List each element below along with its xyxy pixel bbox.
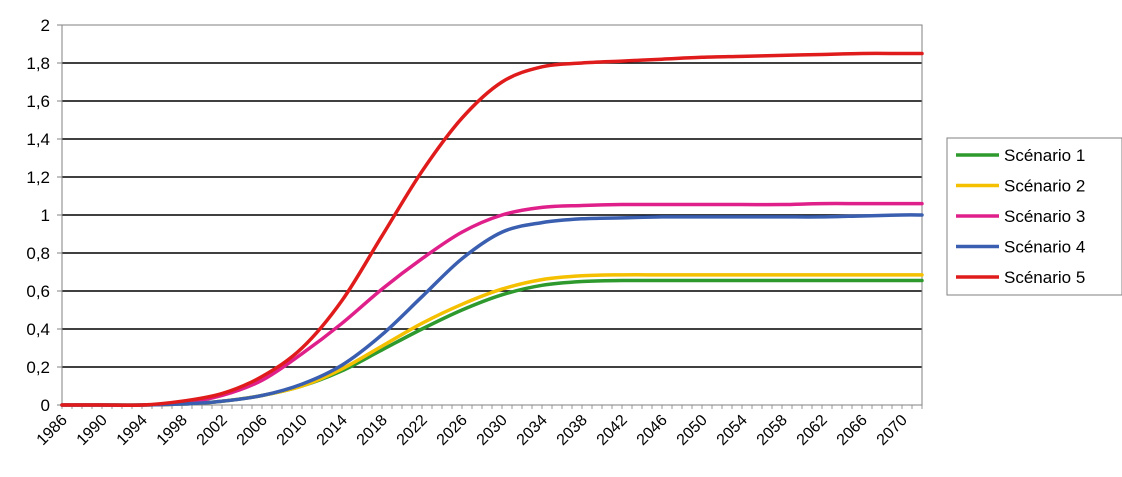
legend-label: Scénario 4 bbox=[1004, 238, 1085, 257]
series-line-3 bbox=[60, 201, 924, 407]
x-tick-label: 1986 bbox=[34, 412, 71, 449]
series-line-5 bbox=[60, 51, 924, 408]
y-tick-label: 0,8 bbox=[26, 244, 50, 263]
y-axis: 0 0,2 0,4 0,6 0,8 1 1,2 1,4 1,6 1,8 2 bbox=[26, 16, 62, 415]
legend: Scénario 1 Scénario 2 Scénario 3 Scénario 4… bbox=[946, 137, 1122, 296]
legend-label: Scénario 2 bbox=[1004, 177, 1085, 196]
legend-label: Scénario 5 bbox=[1004, 268, 1085, 287]
x-tick-label: 2042 bbox=[594, 412, 631, 449]
x-tick-label: 1998 bbox=[154, 412, 191, 449]
x-tick-label: 2010 bbox=[274, 412, 311, 449]
legend-label: Scénario 1 bbox=[1004, 146, 1085, 165]
y-tick-label: 0 bbox=[41, 396, 50, 415]
series-line-1 bbox=[60, 278, 924, 407]
x-tick-label: 2026 bbox=[434, 412, 471, 449]
x-tick-label: 2022 bbox=[394, 412, 431, 449]
series-line-2 bbox=[60, 273, 924, 407]
y-tick-label: 1,8 bbox=[26, 54, 50, 73]
x-tick-label: 1990 bbox=[74, 412, 111, 449]
x-tick-label: 2018 bbox=[354, 412, 391, 449]
legend-label: Scénario 3 bbox=[1004, 207, 1085, 226]
x-tick-label: 2046 bbox=[634, 412, 671, 449]
x-tick-label: 2006 bbox=[234, 412, 271, 449]
y-tick-label: 1,2 bbox=[26, 168, 50, 187]
series-line-4 bbox=[60, 213, 924, 407]
x-tick-label: 2038 bbox=[554, 412, 591, 449]
y-tick-label: 0,4 bbox=[26, 320, 50, 339]
x-tick-label: 2054 bbox=[714, 412, 751, 449]
y-tick-label: 1 bbox=[41, 206, 50, 225]
x-tick-label: 2050 bbox=[674, 412, 711, 449]
x-tick-label: 2034 bbox=[514, 412, 551, 449]
y-tick-label: 1,4 bbox=[26, 130, 50, 149]
x-tick-label: 2002 bbox=[194, 412, 231, 449]
x-tick-label: 2062 bbox=[794, 412, 831, 449]
x-tick-label: 2014 bbox=[314, 412, 351, 449]
x-tick-label: 2070 bbox=[874, 412, 911, 449]
y-tick-label: 2 bbox=[41, 16, 50, 35]
grid-lines bbox=[62, 62, 922, 368]
x-tick-label: 2030 bbox=[474, 412, 511, 449]
y-tick-label: 0,6 bbox=[26, 282, 50, 301]
x-tick-label: 2066 bbox=[834, 412, 871, 449]
y-tick-label: 1,6 bbox=[26, 92, 50, 111]
x-axis: 1986 1990 1994 1998 2002 2006 2010 2014 2018 2022… bbox=[34, 405, 923, 449]
y-tick-label: 0,2 bbox=[26, 358, 50, 377]
series-lines bbox=[60, 51, 924, 408]
x-tick-label: 1994 bbox=[114, 412, 151, 449]
x-tick-label: 2058 bbox=[754, 412, 791, 449]
